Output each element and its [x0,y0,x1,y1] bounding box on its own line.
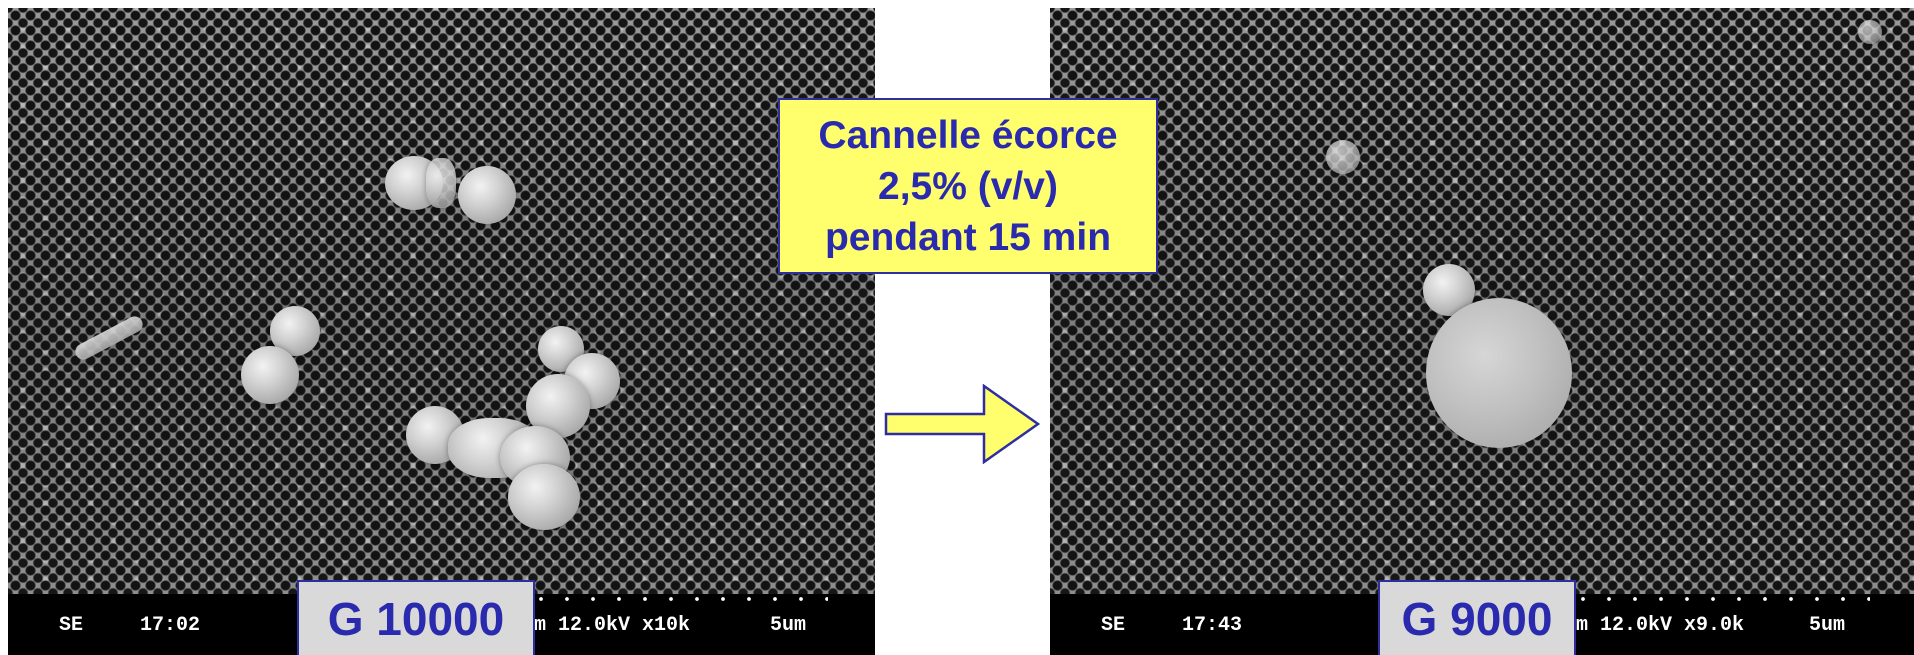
particle [1858,20,1882,44]
particle [1326,140,1360,174]
caption-line-3: pendant 15 min [824,215,1112,259]
scale-label: 5um [1809,614,1846,637]
particle [241,346,299,404]
particle [426,158,456,208]
particle [458,166,516,224]
sem-image-left: SE 17:02 m 12.0kV x10k 5um G 10000 [8,8,875,655]
caption-line-2: 2,5% (v/v) [878,164,1058,208]
scale-ticks [528,597,828,601]
right-arrow-icon [884,384,1040,464]
sem-image-right: SE 17:43 m 12.0kV x9.0k 5um G 9000 [1050,8,1914,655]
params-label: m 12.0kV x9.0k [1576,614,1745,637]
scale-label: 5um [770,614,807,637]
detector-label: SE [59,614,84,637]
particle [508,464,580,530]
detector-label: SE [1101,614,1126,637]
magnification-label: G 10000 [297,580,535,655]
time-label: 17:43 [1182,614,1243,637]
magnification-label: G 9000 [1378,580,1576,655]
treatment-caption: Cannelle écorce 2,5% (v/v) pendant 15 mi… [778,98,1158,274]
time-label: 17:02 [140,614,201,637]
large-particle [1426,298,1572,448]
scale-ticks [1570,597,1870,601]
params-label: m 12.0kV x10k [534,614,691,637]
rod-particle [72,313,146,363]
caption-line-1: Cannelle écorce [818,113,1118,157]
